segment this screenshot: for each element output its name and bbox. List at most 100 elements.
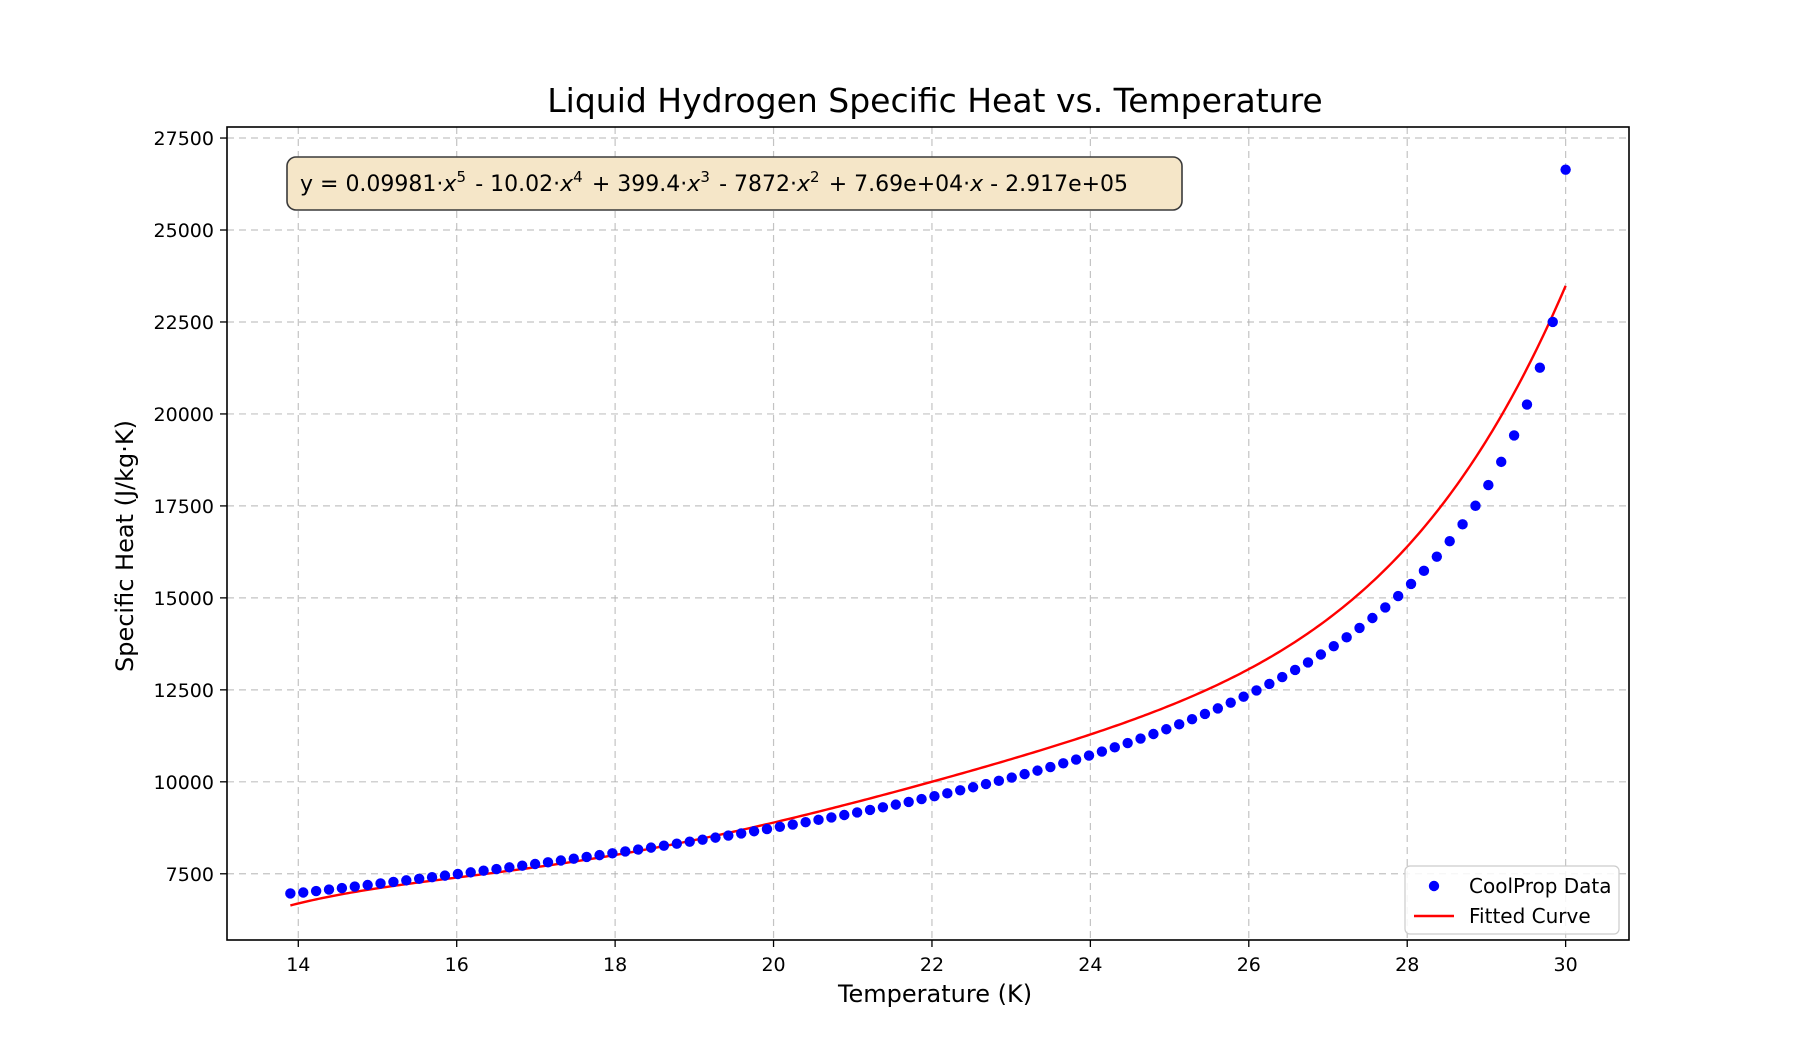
data-point — [1264, 678, 1275, 690]
data-point — [1418, 565, 1430, 577]
data-point — [285, 888, 296, 899]
data-point — [620, 846, 631, 857]
data-point — [877, 802, 889, 813]
data-point — [916, 793, 927, 805]
data-point — [439, 870, 451, 881]
data-point — [826, 812, 837, 823]
data-point — [323, 884, 335, 895]
data-point — [1096, 746, 1108, 757]
data-point — [1238, 691, 1249, 702]
data-point — [1289, 664, 1301, 676]
data-point — [568, 853, 579, 864]
data-point — [748, 826, 760, 837]
data-point — [1405, 578, 1417, 590]
data-point — [1135, 733, 1146, 744]
data-point — [1148, 728, 1159, 740]
data-point — [684, 836, 695, 847]
data-point — [1161, 724, 1172, 735]
data-point — [993, 775, 1005, 787]
data-point — [529, 858, 541, 870]
y-tick-label: 17500 — [154, 496, 214, 518]
data-point — [1058, 758, 1069, 769]
data-point — [426, 872, 438, 883]
data-point — [864, 804, 876, 816]
data-point — [1392, 590, 1404, 602]
y-axis-label: Specific Heat (J/kg·K) — [111, 420, 139, 672]
legend: CoolProp Data Fitted Curve — [1404, 865, 1620, 935]
data-point — [980, 778, 992, 790]
data-point — [1431, 551, 1443, 562]
y-tick-label: 12500 — [154, 680, 214, 702]
x-tick-label: 18 — [603, 954, 627, 976]
legend-frame — [1404, 865, 1620, 935]
data-point — [787, 819, 798, 830]
data-point — [310, 885, 322, 897]
data-point — [761, 823, 773, 835]
data-point — [1032, 765, 1043, 776]
legend-label-fit: Fitted Curve — [1469, 904, 1591, 928]
data-point — [478, 865, 489, 876]
data-point — [1173, 719, 1185, 730]
equation-text: y = 0.09981·x5 - 10.02·x4 + 399.4·x3 - 7… — [300, 168, 1128, 197]
x-tick-label: 30 — [1554, 954, 1578, 976]
equation-annotation: y = 0.09981·x5 - 10.02·x4 + 399.4·x3 - 7… — [286, 156, 1183, 211]
data-point — [375, 878, 386, 889]
data-point — [349, 881, 360, 892]
data-point — [1560, 164, 1571, 175]
data-point — [1109, 742, 1120, 753]
x-tick-label: 26 — [1237, 954, 1261, 976]
data-point — [903, 796, 914, 808]
data-point — [929, 791, 940, 802]
data-point — [1302, 657, 1314, 668]
data-point — [1496, 456, 1507, 468]
data-point — [1277, 671, 1288, 683]
data-point — [1508, 430, 1520, 441]
plot-frame — [226, 126, 1630, 941]
data-point — [298, 887, 309, 898]
data-point — [517, 860, 528, 871]
data-point — [1470, 500, 1481, 511]
data-point — [1534, 362, 1546, 373]
points-layer — [285, 164, 1571, 899]
data-point — [710, 832, 721, 843]
x-tick-label: 20 — [761, 954, 785, 976]
y-tick-label: 27500 — [154, 128, 214, 150]
y-tick-label: 10000 — [154, 772, 214, 794]
equation-box-bg — [286, 156, 1183, 211]
data-point — [1547, 316, 1558, 328]
data-point — [465, 867, 476, 878]
data-point — [1341, 632, 1352, 643]
data-point — [955, 785, 966, 796]
data-point — [362, 879, 373, 891]
chart-title: Liquid Hydrogen Specific Heat vs. Temper… — [547, 81, 1322, 120]
data-point — [723, 830, 734, 841]
data-point — [401, 875, 412, 886]
data-point — [504, 862, 515, 873]
y-tick-label: 20000 — [154, 404, 214, 426]
y-tick-label: 7500 — [166, 864, 214, 886]
data-point — [491, 863, 502, 875]
data-point — [1380, 602, 1391, 613]
fit-layer — [290, 285, 1567, 907]
data-point — [1122, 737, 1133, 749]
data-point — [851, 807, 863, 818]
data-point — [1457, 519, 1468, 530]
data-point — [594, 849, 605, 861]
data-point — [1019, 768, 1030, 780]
data-point — [774, 821, 786, 833]
data-point — [813, 814, 824, 826]
data-point — [388, 876, 399, 888]
data-point — [1070, 754, 1082, 765]
data-point — [800, 817, 811, 828]
y-tick-label: 25000 — [154, 220, 214, 242]
data-point — [1225, 697, 1236, 708]
y-tick-label: 15000 — [154, 588, 214, 610]
x-tick-label: 14 — [286, 954, 310, 976]
data-point — [890, 799, 901, 810]
data-point — [736, 828, 747, 839]
y-tick-label: 22500 — [154, 312, 214, 334]
data-point — [581, 851, 592, 863]
data-point — [1444, 536, 1455, 547]
